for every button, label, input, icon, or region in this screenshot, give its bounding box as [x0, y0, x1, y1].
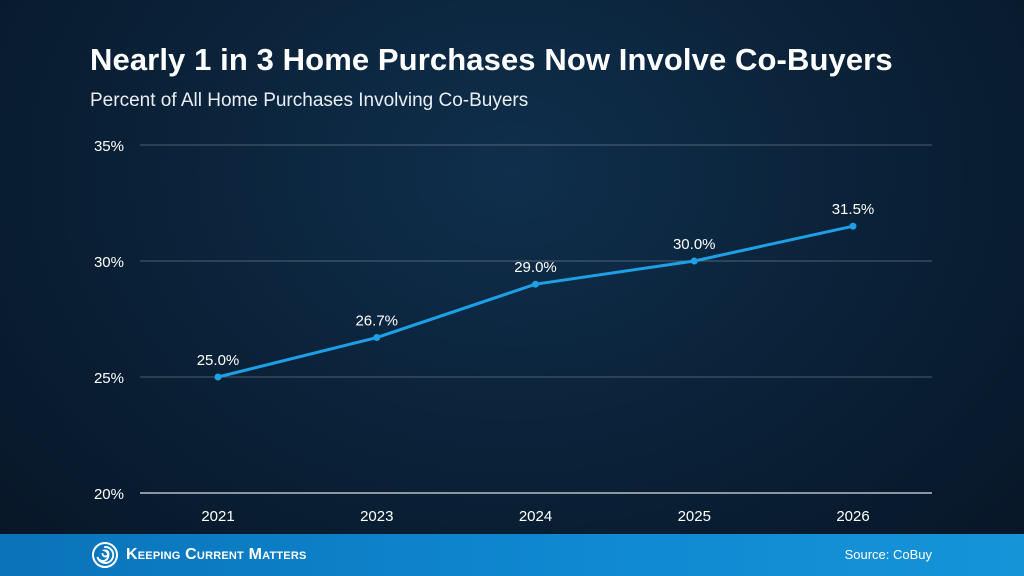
- data-point: [690, 257, 698, 265]
- x-tick-label: 2024: [519, 508, 552, 525]
- data-point: [373, 334, 381, 342]
- x-tick-label: 2021: [201, 508, 234, 525]
- swirl-logo-icon: [92, 542, 118, 568]
- footer-bar: Keeping Current Matters Source: CoBuy: [0, 534, 1024, 576]
- brand-logo: Keeping Current Matters: [92, 542, 307, 568]
- data-point: [532, 280, 539, 288]
- y-tick-label: 35%: [94, 138, 124, 155]
- line-chart: 20% 25% 30% 35% 2021 2023 2024 2025 2026 25.0% 26.…: [94, 138, 875, 525]
- y-tick-label: 25%: [94, 370, 124, 387]
- data-label: 29.0%: [514, 259, 557, 276]
- chart-subtitle: Percent of All Home Purchases Involving …: [90, 90, 529, 111]
- data-label: 31.5%: [832, 201, 875, 218]
- data-point: [214, 373, 222, 381]
- chart-title: Nearly 1 in 3 Home Purchases Now Involve…: [90, 42, 893, 77]
- data-label: 25.0%: [197, 352, 240, 369]
- brand-name: Keeping Current Matters: [126, 546, 307, 563]
- data-label: 30.0%: [673, 236, 716, 253]
- source-note: Source: CoBuy: [844, 547, 932, 562]
- y-tick-label: 20%: [94, 486, 124, 503]
- data-label: 26.7%: [355, 313, 398, 330]
- x-tick-label: 2025: [678, 508, 711, 525]
- data-point: [849, 222, 857, 230]
- series-line: [216, 224, 855, 379]
- x-tick-label: 2026: [836, 508, 869, 525]
- x-tick-label: 2023: [360, 508, 393, 525]
- y-tick-label: 30%: [94, 254, 124, 271]
